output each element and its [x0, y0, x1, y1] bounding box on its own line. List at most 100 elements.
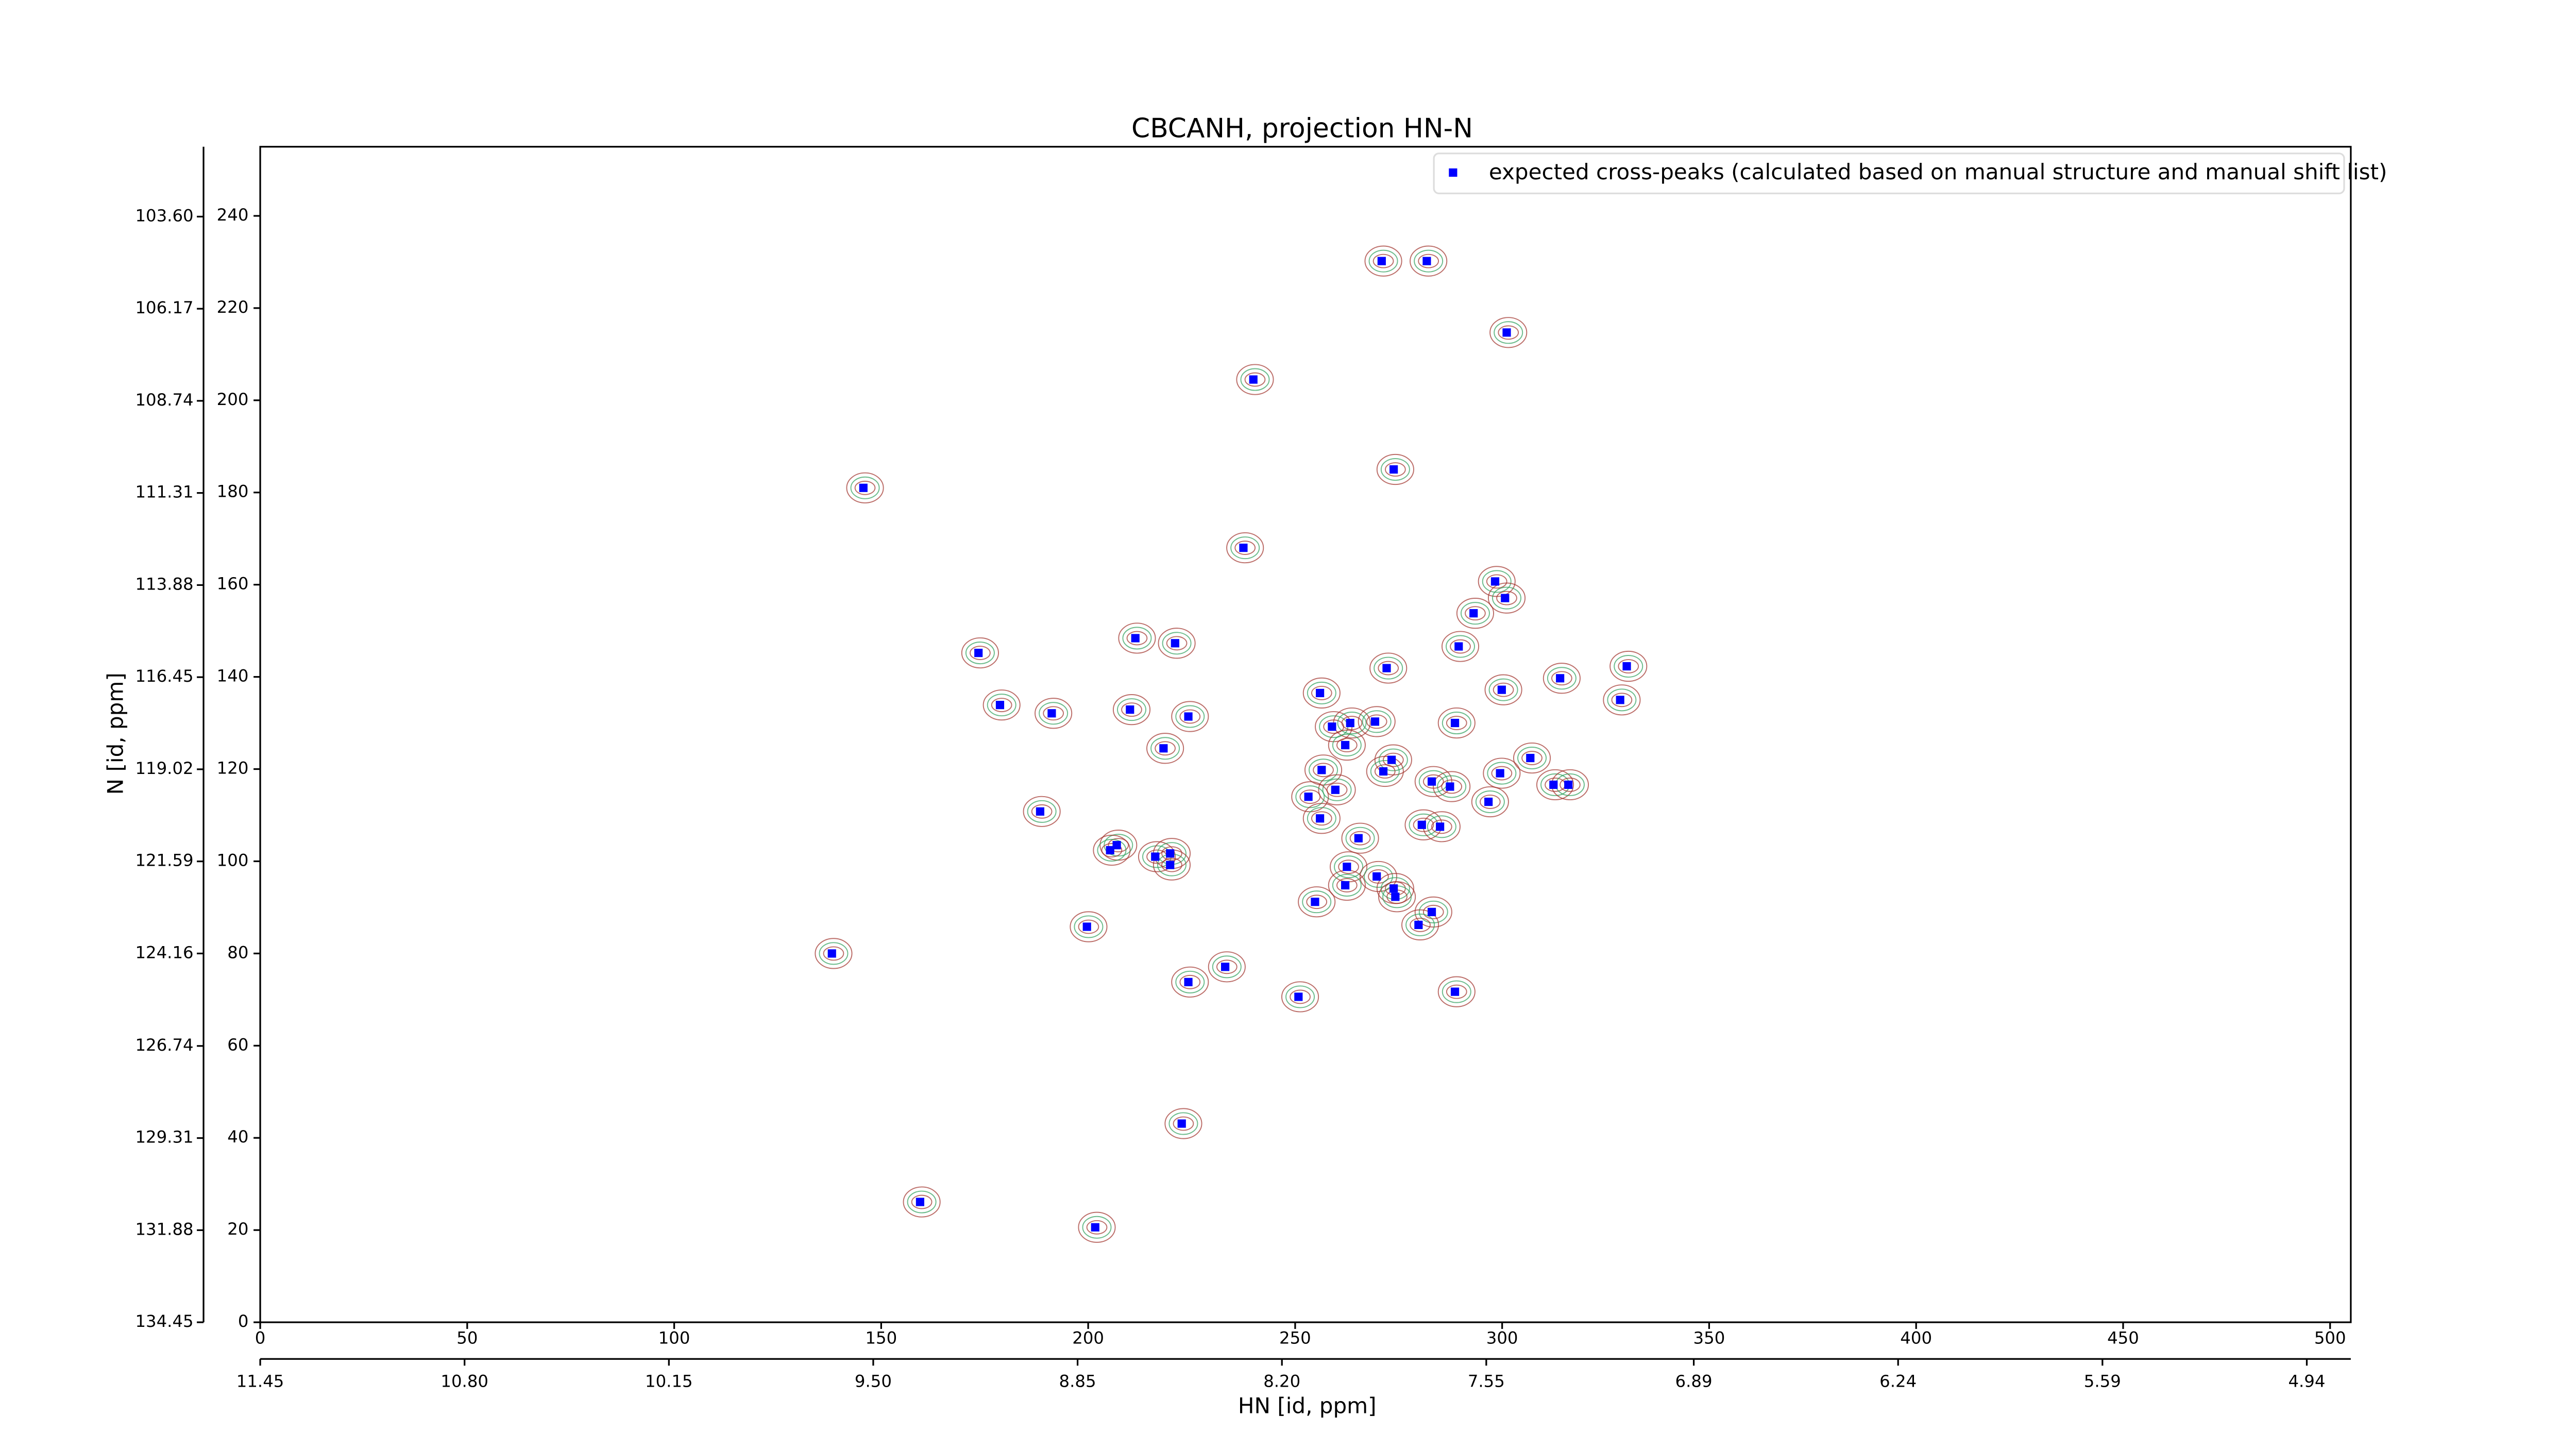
contour [1414, 249, 1444, 273]
y2-tick-label: 119.02 [135, 759, 193, 778]
y2-tick-label: 113.88 [135, 574, 193, 594]
x2-tick-label: 8.20 [1263, 1372, 1300, 1391]
cross-peak [1496, 769, 1504, 778]
contour [1362, 710, 1392, 733]
contour [1489, 317, 1528, 348]
contour [961, 637, 999, 669]
contour [970, 646, 991, 660]
contour [1078, 1211, 1116, 1243]
y2-tick-label: 131.88 [135, 1219, 193, 1239]
contour [1070, 911, 1108, 942]
contour [1382, 752, 1404, 767]
contour [1418, 900, 1448, 923]
contour [1234, 541, 1256, 555]
x-tick-label: 450 [2107, 1328, 2139, 1347]
contour [1175, 970, 1205, 993]
contour [1171, 966, 1209, 998]
contour [1304, 754, 1343, 786]
cross-peak [1047, 709, 1056, 718]
contour [1226, 532, 1264, 564]
cross-peak [827, 949, 836, 958]
x-tick-label: 100 [658, 1328, 690, 1347]
contour [846, 472, 884, 503]
contour [1422, 904, 1444, 919]
contour [1179, 709, 1201, 724]
contour [1322, 778, 1352, 801]
contour [1146, 733, 1184, 764]
contour [1108, 838, 1129, 853]
contour [1166, 636, 1188, 651]
contour [1475, 790, 1505, 814]
cross-peak [1294, 992, 1303, 1001]
contour [819, 942, 849, 965]
cross-peak [1382, 664, 1391, 672]
cross-peak [1171, 639, 1179, 648]
contour [1487, 582, 1526, 614]
contour [1306, 895, 1328, 909]
contour [1486, 574, 1507, 589]
x-tick-label: 50 [456, 1328, 478, 1347]
y-tick-label: 160 [217, 574, 249, 594]
y-tick-label: 140 [217, 666, 249, 686]
cross-peak [1317, 766, 1326, 774]
y-tick-label: 100 [217, 850, 249, 870]
contour [1433, 771, 1471, 802]
y2-tick-label: 103.60 [135, 206, 193, 225]
cross-peak [1372, 872, 1381, 881]
y-tick-label: 40 [227, 1127, 248, 1147]
contour [1460, 602, 1490, 625]
cross-peak [1184, 712, 1193, 721]
contour [1479, 795, 1501, 809]
contour [1161, 857, 1182, 872]
cross-peak [1450, 718, 1460, 728]
cross-peak [1556, 674, 1565, 683]
contour [1302, 803, 1341, 834]
contour [1603, 684, 1641, 716]
contour [1332, 733, 1362, 756]
contour [1336, 878, 1358, 892]
cross-peak [1091, 1223, 1099, 1232]
contour [1328, 729, 1366, 761]
cross-peak [1159, 744, 1168, 753]
cross-peak [1379, 767, 1388, 776]
contour [1086, 1220, 1108, 1235]
contour [850, 476, 880, 499]
contour [991, 698, 1012, 713]
contour [1097, 838, 1127, 862]
x-tick-label: 350 [1693, 1328, 1725, 1347]
contour [1359, 861, 1397, 892]
cross-peak [1249, 375, 1258, 384]
cross-peak [1166, 861, 1175, 869]
contour [1027, 800, 1057, 823]
contour [1484, 674, 1522, 705]
x-tick-label: 500 [2314, 1328, 2346, 1347]
contour [1168, 1112, 1198, 1135]
contour [1378, 881, 1416, 913]
cross-peak [1341, 740, 1350, 750]
contour [1437, 707, 1476, 739]
cross-peak [1502, 328, 1511, 337]
cross-peak [1377, 257, 1386, 265]
contour [1126, 631, 1148, 646]
contour [1337, 712, 1367, 735]
y2-tick-label: 106.17 [135, 298, 193, 317]
contour [1173, 1116, 1194, 1131]
contour [1298, 886, 1336, 918]
contour [1122, 627, 1152, 650]
contour [1446, 635, 1475, 658]
x-axis-label: HN [id, ppm] [1238, 1393, 1377, 1419]
contour [1299, 789, 1321, 804]
y2-tick-label: 134.45 [135, 1311, 193, 1331]
legend: expected cross-peaks (calculated based o… [1433, 153, 2387, 194]
cross-peak [1387, 755, 1396, 764]
contour [1378, 661, 1399, 676]
x-tick-label: 250 [1279, 1328, 1311, 1347]
contour [1171, 701, 1209, 732]
contour [1609, 650, 1648, 682]
x-tick-label: 400 [1900, 1328, 1932, 1347]
cross-peak [1622, 662, 1631, 671]
contour [823, 946, 844, 961]
contour [1158, 628, 1196, 659]
contour [1376, 453, 1414, 485]
contour [1471, 786, 1509, 818]
